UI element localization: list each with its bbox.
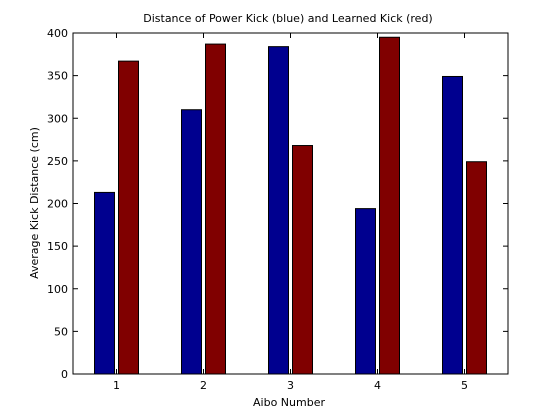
x-tick-label-1: 1 [113, 379, 120, 392]
bar-series1-4 [355, 208, 376, 375]
y-axis-label: Average Kick Distance (cm) [28, 127, 41, 279]
y-tick-label-400: 400 [47, 27, 68, 40]
y-tick-label-350: 350 [47, 70, 68, 83]
y-tick-label-200: 200 [47, 198, 68, 211]
bar-series2-1 [118, 60, 139, 375]
bar-series1-1 [94, 191, 115, 375]
x-tick-label-4: 4 [374, 379, 381, 392]
x-tick-label-3: 3 [287, 379, 294, 392]
bar-series2-3 [292, 145, 313, 375]
y-tick-label-300: 300 [47, 112, 68, 125]
y-tick-label-0: 0 [61, 368, 68, 381]
x-tick-label-2: 2 [200, 379, 207, 392]
bar-series1-2 [181, 109, 202, 375]
bar-series1-3 [268, 46, 289, 375]
x-tick-label-5: 5 [461, 379, 468, 392]
bar-series2-4 [379, 36, 400, 375]
chart-title: Distance of Power Kick (blue) and Learne… [143, 12, 432, 25]
y-tick-label-150: 150 [47, 240, 68, 253]
plot-area: 0 50 100 150 200 250 300 350 400 1 2 3 4 5 [47, 27, 509, 392]
bar-series2-2 [205, 43, 226, 375]
y-tick-label-250: 250 [47, 155, 68, 168]
bar-series2-5 [466, 161, 487, 375]
y-tick-label-100: 100 [47, 283, 68, 296]
bar-series1-5 [442, 75, 463, 375]
x-axis-label: Aibo Number [253, 396, 325, 409]
y-tick-label-50: 50 [54, 325, 68, 338]
